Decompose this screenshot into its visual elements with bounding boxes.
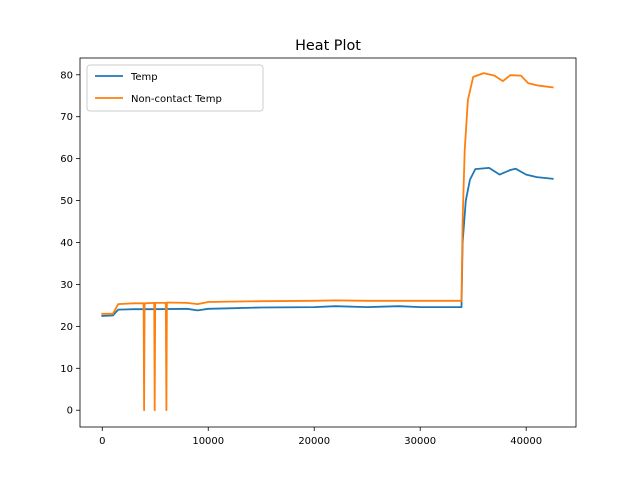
y-tick-label: 70 [60,112,73,123]
x-tick-label: 20000 [298,436,330,447]
x-tick-label: 0 [99,436,105,447]
plot-area: 0 10000 20000 30000 40000 0 10 20 30 40 50 60 70 80 Te… [60,57,577,447]
y-tick-label: 60 [60,154,73,165]
legend-label-non-contact-temp: Non-contact Temp [131,94,222,105]
y-tick-label: 80 [60,70,73,81]
x-tick-label: 30000 [404,436,436,447]
y-tick-label: 0 [67,406,73,417]
x-tick-label: 40000 [510,436,542,447]
legend-label-temp: Temp [130,72,158,83]
y-tick-label: 50 [60,196,73,207]
chart-title: Heat Plot [295,38,361,54]
x-tick-label: 10000 [192,436,224,447]
y-tick-label: 40 [60,238,73,249]
y-tick-label: 20 [60,322,73,333]
series-line-non-contact-temp [101,72,554,412]
legend-box [86,64,264,112]
y-tick-label: 30 [60,280,73,291]
y-tick-label: 10 [60,364,73,375]
